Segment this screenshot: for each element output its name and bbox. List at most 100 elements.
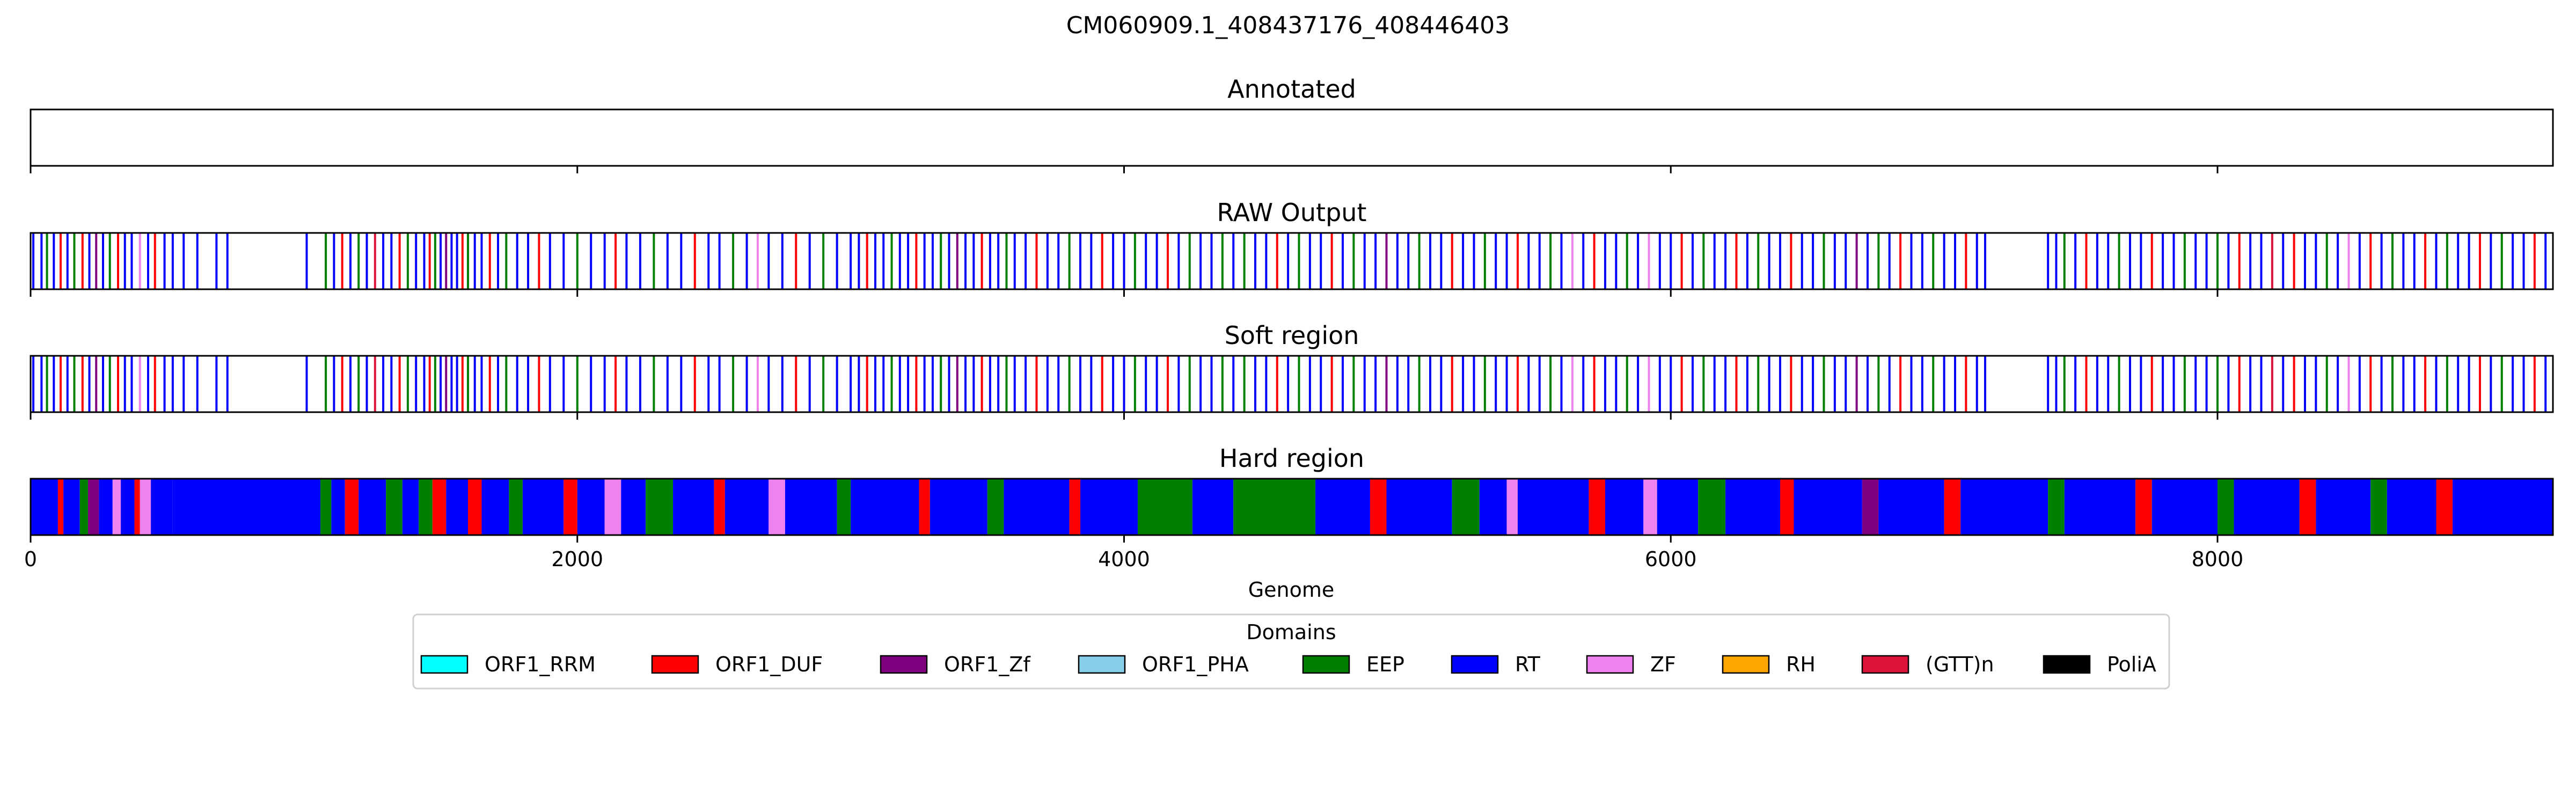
panel-title-annotated: Annotated — [1227, 75, 1356, 104]
region-block — [1643, 479, 1657, 535]
region-block — [930, 479, 987, 535]
region-block — [1794, 479, 1862, 535]
legend-label: ORF1_PHA — [1142, 653, 1249, 676]
region-block — [522, 479, 564, 535]
region-block — [99, 479, 113, 535]
region-block — [172, 479, 320, 535]
region-block — [769, 479, 785, 535]
panel-frame-soft — [30, 355, 2554, 413]
region-block — [1698, 479, 1726, 535]
panel-title-hard: Hard region — [1219, 444, 1364, 473]
legend-item: EEP — [1302, 653, 1404, 676]
region-block — [2135, 479, 2152, 535]
region-block — [2387, 479, 2436, 535]
panel-raw: RAW Output — [30, 198, 2554, 297]
region-block — [1233, 479, 1316, 535]
region-block — [851, 479, 919, 535]
legend-label: RH — [1786, 653, 1816, 676]
region-block — [2453, 479, 2553, 535]
region-block — [2064, 479, 2136, 535]
panel-frame-annotated — [30, 108, 2554, 167]
region-block — [1517, 479, 1589, 535]
panel-frame-raw — [30, 232, 2554, 290]
x-tick-label: 6000 — [1645, 547, 1697, 571]
legend-title: Domains — [1246, 620, 1336, 644]
region-block — [2217, 479, 2234, 535]
region-block — [1944, 479, 1961, 535]
region-block — [63, 479, 80, 535]
region-block — [1960, 479, 2048, 535]
region-block — [79, 479, 88, 535]
legend-swatch — [1302, 655, 1350, 674]
legend-label: PoliA — [2107, 653, 2156, 676]
panel-annotated: Annotated — [30, 75, 2554, 173]
x-tick-label: 0 — [24, 547, 37, 571]
legend-item: PoliA — [2043, 653, 2156, 676]
region-block — [386, 479, 402, 535]
x-tick-label: 2000 — [551, 547, 603, 571]
panel-title-soft: Soft region — [1225, 321, 1359, 350]
panel-frame-hard — [30, 478, 2554, 536]
panel-marks-soft — [32, 356, 2547, 412]
region-block — [419, 479, 433, 535]
legend-swatch — [880, 655, 928, 674]
region-block — [467, 479, 482, 535]
legend-item: (GTT)n — [1861, 653, 1994, 676]
legend-swatch — [651, 655, 699, 674]
panel-marks-hard — [31, 479, 2553, 535]
region-block — [1479, 479, 1507, 535]
region-block — [112, 479, 121, 535]
legend-item: ORF1_DUF — [651, 653, 823, 676]
region-block — [87, 479, 99, 535]
region-block — [621, 479, 646, 535]
region-block — [714, 479, 725, 535]
x-tick-label: 4000 — [1098, 547, 1150, 571]
region-block — [446, 479, 468, 535]
region-block — [57, 479, 64, 535]
region-block — [1080, 479, 1138, 535]
region-block — [31, 479, 58, 535]
panel-marks-raw — [32, 233, 2547, 289]
region-block — [1192, 479, 1234, 535]
region-block — [2234, 479, 2300, 535]
legend-label: ORF1_Zf — [944, 653, 1031, 676]
legend-item: ORF1_PHA — [1078, 653, 1249, 676]
legend-item: RH — [1722, 653, 1816, 676]
region-block — [151, 479, 173, 535]
legend-swatch — [420, 655, 469, 674]
panel-hard: Hard region 0 2000 4000 6000 8000 — [24, 444, 2554, 571]
region-block — [1137, 479, 1192, 535]
region-block — [121, 479, 135, 535]
region-block — [481, 479, 509, 535]
x-axis-label: Genome — [1248, 578, 1335, 602]
legend-label: RT — [1515, 653, 1541, 676]
region-block — [2299, 479, 2316, 535]
region-block — [1605, 479, 1644, 535]
panel-title-raw: RAW Output — [1217, 198, 1367, 227]
x-tick-label: 8000 — [2192, 547, 2244, 571]
legend-label: EEP — [1366, 653, 1404, 676]
region-block — [1780, 479, 1794, 535]
legend-swatch — [2043, 655, 2091, 674]
region-block — [724, 479, 769, 535]
region-block — [1370, 479, 1387, 535]
region-block — [1878, 479, 1944, 535]
legend-swatch — [1451, 655, 1499, 674]
region-block — [1862, 479, 1879, 535]
region-block — [2316, 479, 2371, 535]
region-block — [140, 479, 151, 535]
legend-item: ZF — [1586, 653, 1676, 676]
legend-label: ORF1_RRM — [485, 653, 596, 676]
region-block — [1004, 479, 1070, 535]
region-block — [919, 479, 930, 535]
region-block — [1506, 479, 1518, 535]
legend-label: ZF — [1650, 653, 1676, 676]
region-block — [432, 479, 447, 535]
region-block — [604, 479, 621, 535]
legend-swatch — [1586, 655, 1634, 674]
region-block — [987, 479, 1004, 535]
legend-item: ORF1_Zf — [880, 653, 1031, 676]
region-block — [1386, 479, 1452, 535]
region-block — [1315, 479, 1370, 535]
region-block — [1657, 479, 1699, 535]
